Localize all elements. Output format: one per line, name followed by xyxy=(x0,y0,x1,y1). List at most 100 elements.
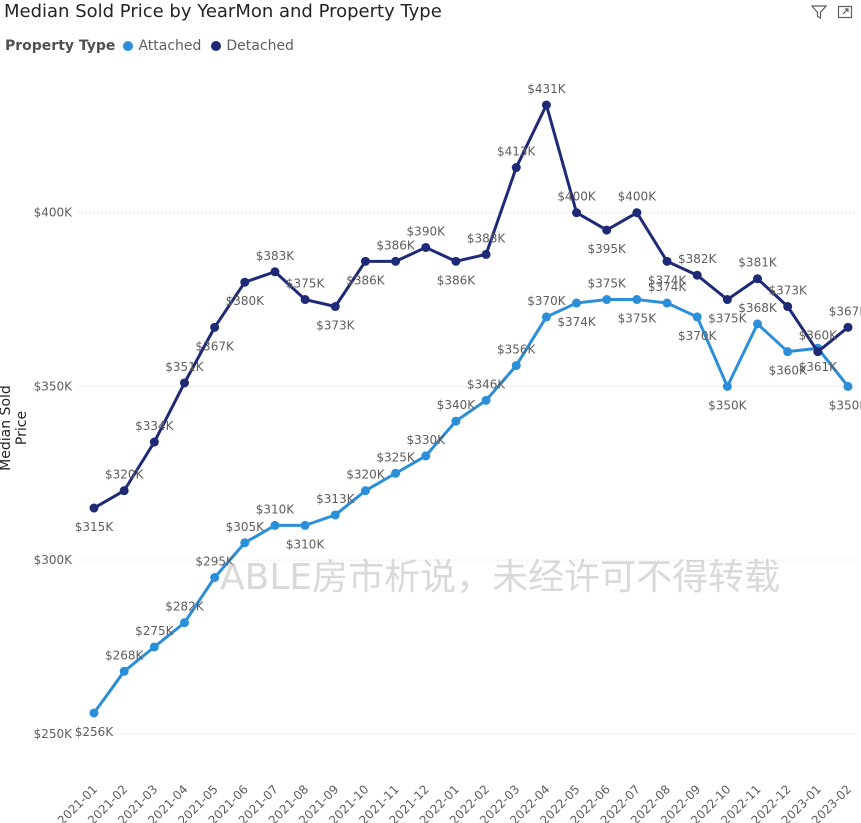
data-point-detached xyxy=(602,225,612,235)
data-label-detached: $373K xyxy=(316,319,356,333)
chart-title: Median Sold Price by YearMon and Propert… xyxy=(4,1,442,22)
data-point-detached xyxy=(813,347,823,357)
data-point-attached xyxy=(632,295,642,305)
visual-header-icons xyxy=(811,4,853,20)
data-label-detached: $373K xyxy=(768,284,808,298)
data-label-attached: $313K xyxy=(316,492,356,506)
data-point-attached xyxy=(421,451,431,461)
data-point-attached xyxy=(210,573,220,583)
data-label-attached: $346K xyxy=(467,377,507,391)
data-label-attached: $305K xyxy=(226,520,266,534)
data-point-detached xyxy=(572,208,582,218)
data-point-attached xyxy=(722,381,732,391)
legend-item-detached[interactable]: Detached xyxy=(211,38,294,54)
data-point-attached xyxy=(572,298,582,308)
data-label-attached: $374K xyxy=(557,315,597,329)
data-label-detached: $381K xyxy=(738,256,778,270)
data-label-attached: $374K xyxy=(648,280,688,294)
series-line-detached xyxy=(93,103,849,510)
legend: Property Type Attached Detached xyxy=(5,38,304,54)
data-label-attached: $330K xyxy=(407,433,447,447)
data-label-detached: $400K xyxy=(557,190,597,204)
series-line-attached xyxy=(92,298,850,714)
data-label-detached: $375K xyxy=(286,277,326,291)
data-label-detached: $360K xyxy=(799,329,839,343)
y-tick-label: $400K xyxy=(34,206,74,220)
data-point-detached xyxy=(753,274,763,284)
data-point-detached xyxy=(119,486,129,496)
data-point-attached xyxy=(149,642,159,652)
data-point-attached xyxy=(89,708,99,718)
data-label-attached: $356K xyxy=(497,343,537,357)
data-point-detached xyxy=(843,322,853,332)
data-point-detached xyxy=(541,100,551,110)
data-label-attached: $282K xyxy=(165,600,205,614)
data-point-attached xyxy=(843,381,853,391)
focus-mode-icon[interactable] xyxy=(837,4,853,20)
y-tick-label: $350K xyxy=(34,379,74,393)
data-point-detached xyxy=(511,163,521,173)
data-point-attached xyxy=(391,468,401,478)
filter-icon[interactable] xyxy=(811,4,827,20)
data-label-attached: $325K xyxy=(376,450,416,464)
data-label-detached: $380K xyxy=(226,294,266,308)
data-label-detached: $400K xyxy=(618,190,658,204)
data-label-detached: $320K xyxy=(105,468,145,482)
data-point-detached xyxy=(270,267,280,277)
data-point-attached xyxy=(330,510,340,520)
data-label-attached: $350K xyxy=(708,398,748,412)
data-point-attached xyxy=(119,666,129,676)
data-label-detached: $431K xyxy=(527,82,567,96)
data-label-attached: $340K xyxy=(437,398,477,412)
y-tick-label: $300K xyxy=(34,553,74,567)
data-point-attached xyxy=(360,486,370,496)
legend-item-attached[interactable]: Attached xyxy=(123,38,201,54)
data-point-detached xyxy=(300,295,310,305)
data-point-detached xyxy=(391,256,401,266)
data-point-attached xyxy=(270,520,280,530)
data-label-attached: $310K xyxy=(286,537,326,551)
data-point-detached xyxy=(481,249,491,259)
data-point-detached xyxy=(783,302,793,312)
data-point-attached xyxy=(481,395,491,405)
data-label-detached: $367K xyxy=(829,304,861,318)
data-point-attached xyxy=(692,312,702,322)
data-label-detached: $374K xyxy=(648,273,688,287)
data-label-detached: $315K xyxy=(75,520,115,534)
data-label-attached: $375K xyxy=(588,277,628,291)
data-label-attached: $361K xyxy=(799,360,839,374)
data-label-attached: $370K xyxy=(678,329,718,343)
data-label-detached: $334K xyxy=(135,419,175,433)
legend-dot-attached xyxy=(123,41,134,51)
data-label-attached: $268K xyxy=(105,648,145,662)
data-label-attached: $360K xyxy=(768,364,808,378)
data-point-attached xyxy=(451,416,461,426)
data-label-attached: $295K xyxy=(195,555,235,569)
data-point-detached xyxy=(722,295,732,305)
data-point-attached xyxy=(300,520,310,530)
data-label-attached: $375K xyxy=(618,312,658,326)
data-point-attached xyxy=(541,312,551,322)
data-label-detached: $383K xyxy=(256,249,296,263)
data-label-attached: $320K xyxy=(346,468,386,482)
data-point-attached xyxy=(240,538,250,548)
data-point-detached xyxy=(149,437,159,447)
data-label-detached: $375K xyxy=(708,312,748,326)
data-point-attached xyxy=(783,347,793,357)
data-label-detached: $386K xyxy=(376,238,416,252)
data-point-detached xyxy=(451,256,461,266)
data-point-detached xyxy=(421,242,431,252)
data-label-detached: $390K xyxy=(407,224,447,238)
data-label-detached: $388K xyxy=(467,231,507,245)
data-point-detached xyxy=(89,503,99,513)
data-label-detached: $386K xyxy=(437,273,477,287)
legend-title: Property Type xyxy=(5,38,116,54)
data-label-attached: $368K xyxy=(738,301,778,315)
data-point-detached xyxy=(360,256,370,266)
data-point-detached xyxy=(330,302,340,312)
data-point-attached xyxy=(511,361,521,371)
data-point-attached xyxy=(753,319,763,329)
data-label-detached: $351K xyxy=(165,360,205,374)
data-label-detached: $386K xyxy=(346,273,386,287)
